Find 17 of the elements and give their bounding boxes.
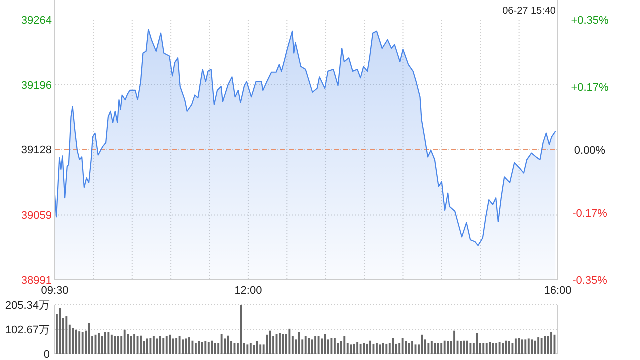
y-tick-label: 205.34万	[5, 300, 50, 312]
y-tick-label: 102.67万	[5, 324, 50, 336]
y-tick-label: 39264	[21, 15, 52, 27]
y2-tick-label: 0.00%	[574, 145, 606, 157]
chart-subtitle: 06-27 15:40	[502, 6, 556, 17]
y2-tick-label: +0.35%	[571, 15, 610, 27]
y-tick-label: 39196	[21, 80, 52, 92]
y-tick-label: 0	[44, 349, 50, 360]
y2-tick-label: -0.35%	[572, 275, 608, 287]
y-tick-label: 39059	[21, 210, 52, 222]
y-tick-label: 38991	[21, 275, 52, 287]
x-tick-label: 12:00	[234, 285, 262, 297]
y2-tick-label: +0.17%	[571, 82, 610, 94]
y2-tick-label: -0.17%	[572, 208, 608, 220]
x-tick-label: 09:30	[41, 285, 69, 297]
y-tick-label: 39128	[21, 144, 52, 157]
x-tick-label: 16:00	[544, 285, 572, 297]
